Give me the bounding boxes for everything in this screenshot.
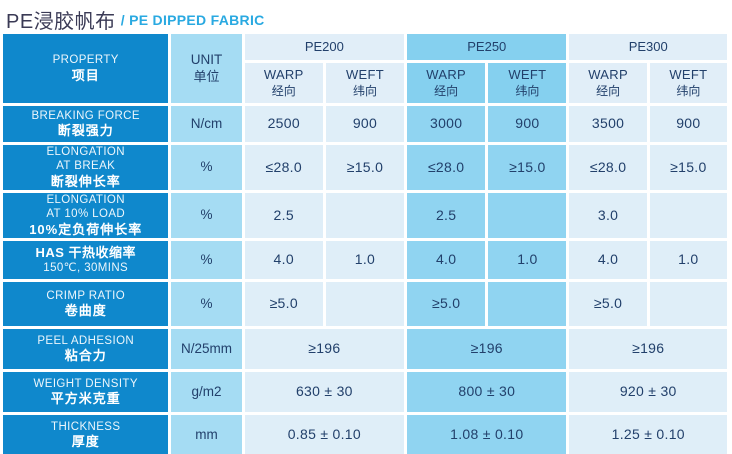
unit-header-en: UNIT [190,51,223,67]
page-title-chinese: PE浸胶帆布 [6,11,116,33]
unit-cell: % [171,145,242,190]
value-cell-pe200-warp: ≥5.0 [244,282,323,326]
property-cell: THICKNESS 厚度 [3,415,169,454]
value-cell-pe200-weft: 900 [325,106,405,142]
value-cell-pe300-weft: 1.0 [649,241,727,279]
property-cell: ELONGATION AT 10% LOAD 10%定负荷伸长率 [3,193,169,238]
property-cell: BREAKING FORCE 断裂强力 [3,106,169,142]
value-cell-pe300-warp: ≤28.0 [569,145,647,190]
value-cell-pe250: 800 ± 30 [407,372,567,412]
row-weight-density: WEIGHT DENSITY 平方米克重 g/m2 630 ± 30 800 ±… [3,372,727,412]
value-cell-pe300-warp: 4.0 [569,241,647,279]
value-cell-pe250-warp: 2.5 [407,193,486,238]
row-peel-adhesion: PEEL ADHESION 粘合力 N/25mm ≥196 ≥196 ≥196 [3,329,727,369]
value-cell-pe200-weft [325,193,405,238]
value-cell-pe300-weft: ≥15.0 [649,145,727,190]
value-cell-pe250-warp: 3000 [407,106,486,142]
value-cell-pe300: 920 ± 30 [569,372,727,412]
weft-header-pe250: WEFT 纬向 [488,63,567,103]
value-cell-pe200: ≥196 [244,329,405,369]
unit-cell: % [171,241,242,279]
value-cell-pe250-weft: 1.0 [488,241,567,279]
property-cell: ELONGATION AT BREAK 断裂伸长率 [3,145,169,190]
property-header-cn: 项目 [71,67,100,83]
row-breaking-force: BREAKING FORCE 断裂强力 N/cm 2500 900 3000 9… [3,106,727,142]
warp-header-pe300: WARP 经向 [569,63,647,103]
row-heat-shrinkage: HAS 干热收缩率 150℃, 30MINS % 4.0 1.0 4.0 1.0… [3,241,727,279]
value-cell-pe200-warp: 4.0 [244,241,323,279]
warp-header-pe250: WARP 经向 [407,63,486,103]
unit-cell: g/m2 [171,372,242,412]
value-cell-pe200-warp: 2.5 [244,193,323,238]
value-cell-pe300-warp: ≥5.0 [569,282,647,326]
value-cell-pe300-warp: 3500 [569,106,647,142]
value-cell-pe200-weft: 1.0 [325,241,405,279]
property-header-cell: PROPERTY 项目 [3,34,169,103]
unit-cell: N/25mm [171,329,242,369]
value-cell-pe300-weft: 900 [649,106,727,142]
value-cell-pe250-warp: 4.0 [407,241,486,279]
value-cell-pe300-weft [649,282,727,326]
value-cell-pe200: 0.85 ± 0.10 [244,415,405,454]
unit-cell: N/cm [171,106,242,142]
row-thickness: THICKNESS 厚度 mm 0.85 ± 0.10 1.08 ± 0.10 … [3,415,727,454]
value-cell-pe250-warp: ≥5.0 [407,282,486,326]
value-cell-pe250: 1.08 ± 0.10 [407,415,567,454]
value-cell-pe200-warp: 2500 [244,106,323,142]
value-cell-pe250-weft: 900 [488,106,567,142]
value-cell-pe300: ≥196 [569,329,727,369]
spec-table: PROPERTY 项目 UNIT 单位 PE200 PE250 PE300 WA… [0,31,730,454]
property-cell: HAS 干热收缩率 150℃, 30MINS [3,241,169,279]
unit-cell: % [171,282,242,326]
property-cell: CRIMP RATIO 卷曲度 [3,282,169,326]
unit-header-cn: 单位 [193,68,220,84]
value-cell-pe200: 630 ± 30 [244,372,405,412]
value-cell-pe250: ≥196 [407,329,567,369]
property-cell: WEIGHT DENSITY 平方米克重 [3,372,169,412]
value-cell-pe200-warp: ≤28.0 [244,145,323,190]
header-row-warp-weft: WARP 经向 WEFT 纬向 WARP 经向 WEFT 纬向 WARP 经向 WEFT 纬… [3,63,727,103]
value-cell-pe300: 1.25 ± 0.10 [569,415,727,454]
value-cell-pe300-weft [649,193,727,238]
row-elongation-10-load: ELONGATION AT 10% LOAD 10%定负荷伸长率 % 2.5 2… [3,193,727,238]
value-cell-pe250-warp: ≤28.0 [407,145,486,190]
unit-header-cell: UNIT 单位 [171,34,242,103]
weft-header-pe300: WEFT 纬向 [649,63,727,103]
row-crimp-ratio: CRIMP RATIO 卷曲度 % ≥5.0 ≥5.0 ≥5.0 [3,282,727,326]
value-cell-pe200-weft [325,282,405,326]
property-cell: PEEL ADHESION 粘合力 [3,329,169,369]
value-cell-pe250-weft [488,282,567,326]
product-header-pe200: PE200 [244,34,405,60]
header-row-products: PROPERTY 项目 UNIT 单位 PE200 PE250 PE300 [3,34,727,103]
value-cell-pe200-weft: ≥15.0 [325,145,405,190]
unit-cell: mm [171,415,242,454]
product-header-pe300: PE300 [569,34,727,60]
value-cell-pe300-warp: 3.0 [569,193,647,238]
product-header-pe250: PE250 [407,34,567,60]
value-cell-pe250-weft [488,193,567,238]
page-title: PE浸胶帆布 / PE DIPPED FABRIC [0,0,732,33]
value-cell-pe250-weft: ≥15.0 [488,145,567,190]
warp-header-pe200: WARP 经向 [244,63,323,103]
page-title-english: / PE DIPPED FABRIC [120,11,265,28]
weft-header-pe200: WEFT 纬向 [325,63,405,103]
row-elongation-at-break: ELONGATION AT BREAK 断裂伸长率 % ≤28.0 ≥15.0 … [3,145,727,190]
property-header-en: PROPERTY [52,54,119,67]
unit-cell: % [171,193,242,238]
